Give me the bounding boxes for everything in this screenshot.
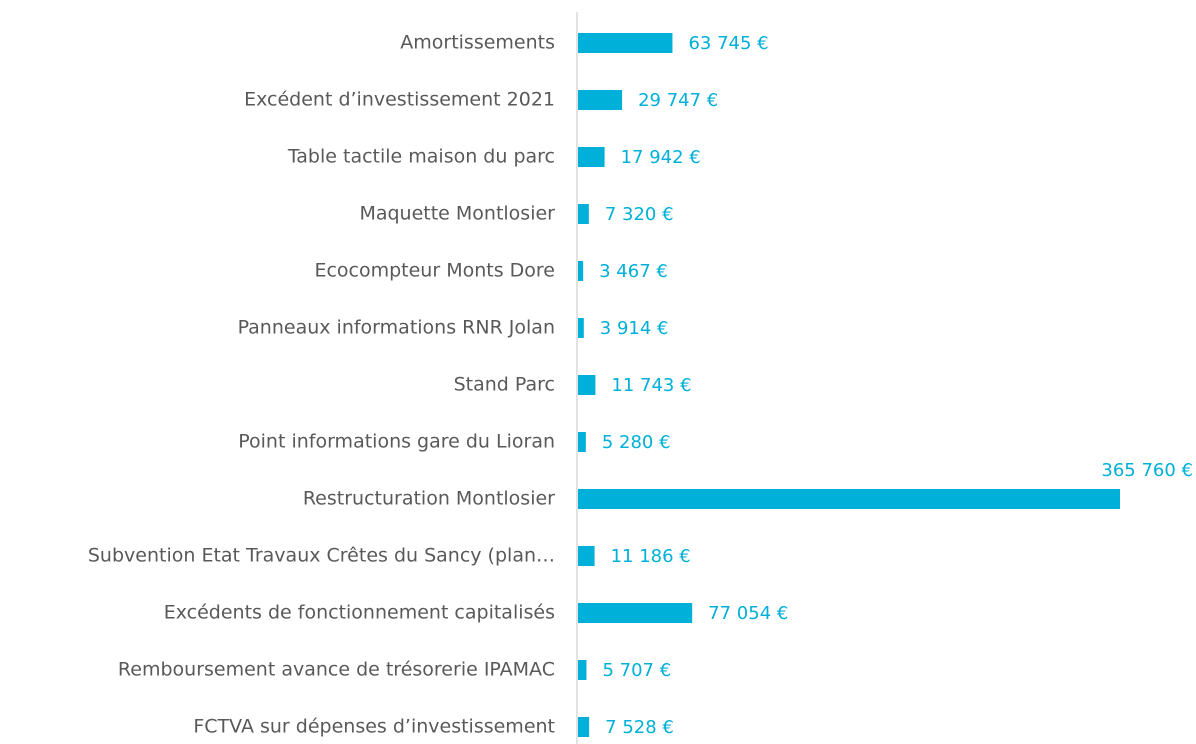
value-label: 365 760 € [1101, 460, 1193, 481]
value-label: 5 707 € [602, 660, 671, 681]
value-label: 77 054 € [708, 603, 788, 624]
value-label: 5 280 € [602, 432, 671, 453]
category-label: Stand Parc [454, 374, 555, 396]
category-label: Excédent d’investissement 2021 [244, 89, 555, 111]
category-label: Ecocompteur Monts Dore [314, 260, 555, 282]
category-label: Point informations gare du Lioran [238, 431, 555, 453]
category-label: Restructuration Montlosier [303, 488, 555, 510]
value-label: 17 942 € [621, 147, 701, 168]
bar [578, 318, 584, 338]
bar [578, 432, 586, 452]
bar [578, 33, 673, 53]
category-label: Maquette Montlosier [359, 203, 555, 225]
value-label: 11 743 € [611, 375, 691, 396]
value-label: 29 747 € [638, 90, 718, 111]
value-label: 7 528 € [605, 717, 674, 738]
bar [578, 147, 605, 167]
bar [578, 90, 623, 110]
bar [578, 603, 693, 623]
category-label: Subvention Etat Travaux Crêtes du Sancy … [88, 545, 555, 567]
category-label: Amortissements [400, 32, 555, 54]
bar [578, 660, 587, 680]
bar [578, 375, 596, 395]
bar [578, 204, 589, 224]
bar [578, 261, 584, 281]
value-label: 63 745 € [688, 33, 768, 54]
category-label: Excédents de fonctionnement capitalisés [164, 602, 555, 624]
value-label: 11 186 € [611, 546, 691, 567]
bar [578, 489, 1120, 509]
category-label: FCTVA sur dépenses d’investissement [193, 716, 555, 738]
value-label: 3 467 € [599, 261, 668, 282]
value-label: 7 320 € [605, 204, 674, 225]
category-label: Remboursement avance de trésorerie IPAMA… [118, 659, 555, 681]
bar [578, 717, 590, 737]
bar [578, 546, 595, 566]
value-label: 3 914 € [600, 318, 669, 339]
category-label: Table tactile maison du parc [287, 146, 555, 168]
category-label: Panneaux informations RNR Jolan [238, 317, 555, 339]
